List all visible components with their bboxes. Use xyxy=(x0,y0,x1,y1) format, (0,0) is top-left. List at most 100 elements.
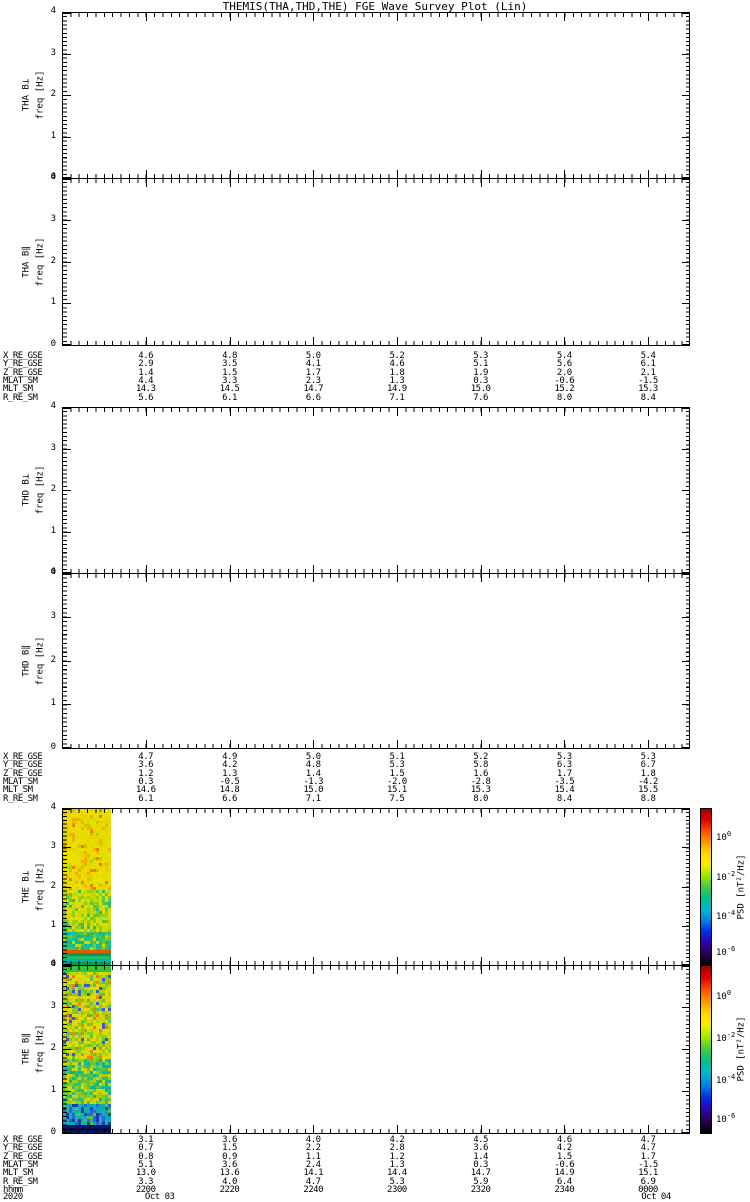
colorbar-tick-label: 10-4 xyxy=(716,1073,736,1087)
colorbar-tick-exponent: -6 xyxy=(726,1111,736,1120)
x-major-tick xyxy=(480,337,482,345)
x-major-tick xyxy=(229,13,231,21)
ephemeris-value: -2.8 xyxy=(470,776,491,787)
x-major-tick xyxy=(396,574,398,582)
colorbar-tick-exponent: -2 xyxy=(726,1031,736,1040)
y-major-tick xyxy=(63,964,71,965)
x-major-tick xyxy=(145,1125,147,1133)
y-tick-label: 1 xyxy=(50,919,56,930)
x-major-tick xyxy=(648,565,649,573)
x-major-tick xyxy=(145,170,147,178)
ephemeris-value: 1.3 xyxy=(222,768,237,779)
ephemeris-value: 15.5 xyxy=(638,785,658,796)
x-major-tick xyxy=(396,740,398,748)
ephemeris-row-label: MLT_SM xyxy=(3,1168,33,1179)
ephemeris-value: 0.8 xyxy=(138,1151,154,1162)
ephemeris-value: 5.2 xyxy=(473,752,488,762)
y-major-tick xyxy=(682,13,690,14)
ephemeris-value: 2.8 xyxy=(389,1143,405,1154)
y-tick-label: 0 xyxy=(50,172,56,182)
x-major-tick xyxy=(229,408,231,416)
ephemeris-value: 4.6 xyxy=(138,351,154,361)
y-major-tick xyxy=(682,1132,690,1133)
panel-the-bperp xyxy=(62,808,690,966)
y-major-tick xyxy=(682,95,690,96)
ephemeris-value: 4.2 xyxy=(556,1143,572,1154)
ephemeris-value: 1.4 xyxy=(473,1151,488,1162)
x-minor-ticks-bottom-thd-bperp xyxy=(62,569,690,573)
y-major-tick xyxy=(63,574,71,575)
y-major-tick xyxy=(682,303,690,305)
ephemeris-value: 8.8 xyxy=(640,793,656,804)
panel-name-label-tha-bpar: THA B∥ xyxy=(21,245,32,278)
x-major-tick xyxy=(313,337,315,345)
ephemeris-value: -1.3 xyxy=(303,776,324,787)
ephemeris-value: 5.4 xyxy=(556,351,572,361)
time-tick-label: 2220 xyxy=(219,1184,240,1195)
ephemeris-value: 1.7 xyxy=(305,367,321,378)
x-major-tick xyxy=(564,13,566,21)
y-tick-label: 1 xyxy=(50,130,56,141)
x-minor-ticks-top-tha-bpar xyxy=(62,179,690,183)
y-major-tick xyxy=(682,136,690,138)
ephemeris-row-label: Y_RE_GSE xyxy=(3,1143,43,1154)
y-major-tick xyxy=(682,847,690,849)
ephemeris-value: 14.4 xyxy=(387,1168,407,1179)
x-major-tick xyxy=(396,565,398,573)
ephemeris-value: 1.8 xyxy=(389,367,405,378)
ephemeris-value: 3.6 xyxy=(222,1135,237,1145)
ephemeris-value: 7.6 xyxy=(473,392,488,403)
ephemeris-value: 2.9 xyxy=(138,359,154,370)
y-tick-label: 1 xyxy=(50,698,56,709)
time-tick-label: 2300 xyxy=(387,1184,407,1195)
y-tick-label: 3 xyxy=(50,442,56,453)
ephemeris-value: 3.6 xyxy=(222,1159,237,1170)
x-major-tick xyxy=(480,966,482,974)
y-major-tick xyxy=(63,847,71,849)
ephemeris-value: 4.1 xyxy=(305,359,321,370)
y-tick-label: 1 xyxy=(50,297,56,308)
colorbar-tick-exponent: -4 xyxy=(726,908,736,917)
x-minor-ticks-bottom-thd-bpar xyxy=(62,744,690,748)
ephemeris-value: 1.5 xyxy=(222,367,237,378)
ephemeris-value: 3.3 xyxy=(222,375,237,386)
x-major-tick xyxy=(229,957,231,965)
x-major-tick xyxy=(396,13,398,21)
y-tick-label: 3 xyxy=(50,47,56,58)
y-major-tick xyxy=(63,531,71,533)
ephemeris-row-label: MLT_SM xyxy=(3,384,33,395)
ephemeris-value: 1.1 xyxy=(305,1151,321,1162)
ephemeris-value: 7.1 xyxy=(389,392,405,403)
y-tick-label: 4 xyxy=(50,172,56,182)
x-major-tick xyxy=(313,809,315,817)
x-minor-ticks-bottom-tha-bpar xyxy=(62,341,690,345)
ephemeris-value: 4.7 xyxy=(640,1143,656,1154)
panel-tha-bperp xyxy=(62,12,690,179)
y-tick-label: 4 xyxy=(50,401,56,411)
x-major-tick xyxy=(480,809,482,817)
ephemeris-value: 3.3 xyxy=(138,1176,154,1187)
ephemeris-row-label: Z_RE_GSE xyxy=(3,367,43,378)
ephemeris-value: 6.7 xyxy=(640,760,656,771)
y-tick-label: 0 xyxy=(50,567,56,577)
ephemeris-value: 0.3 xyxy=(473,1159,488,1170)
ephemeris-value: 4.7 xyxy=(305,1176,321,1187)
ephemeris-value: 5.3 xyxy=(473,351,488,361)
ephemeris-value: 13.6 xyxy=(219,1168,240,1179)
ephemeris-value: 14.9 xyxy=(554,1168,575,1179)
x-major-tick xyxy=(396,957,398,965)
x-major-tick xyxy=(396,408,398,416)
y-major-tick xyxy=(63,53,71,55)
y-major-tick xyxy=(682,886,690,888)
x-major-tick xyxy=(564,170,566,178)
colorbar-tick-label: 10-2 xyxy=(716,869,736,883)
ephemeris-value: 4.9 xyxy=(222,752,237,762)
x-major-tick xyxy=(396,179,398,187)
x-major-tick xyxy=(564,337,566,345)
y-tick-label: 2 xyxy=(50,255,56,266)
ephemeris-value: 14.6 xyxy=(135,785,156,796)
ephemeris-value: 13.0 xyxy=(135,1168,156,1179)
y-major-tick xyxy=(63,344,71,345)
ephemeris-value: 5.3 xyxy=(389,760,405,771)
